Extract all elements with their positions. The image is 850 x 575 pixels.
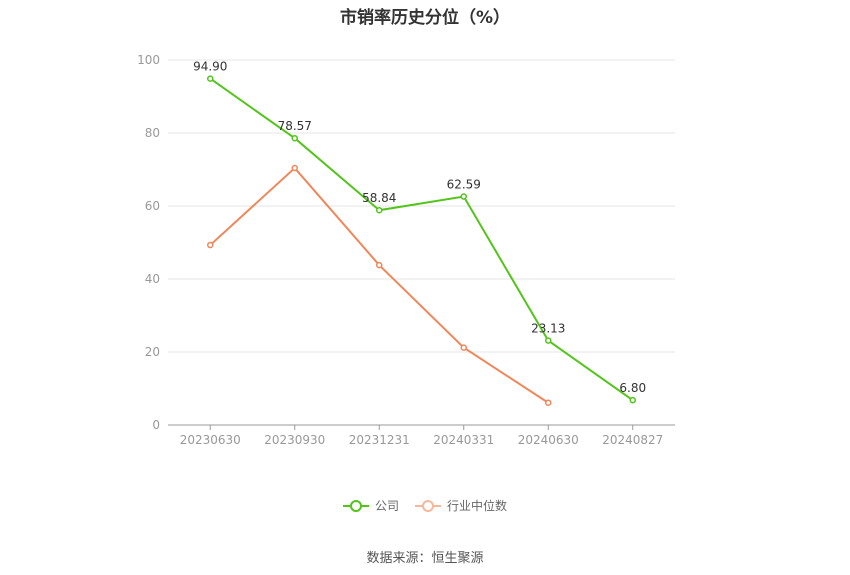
data-point-company[interactable] xyxy=(376,206,383,214)
data-label: 6.80 xyxy=(619,381,646,395)
data-point-industry-median[interactable] xyxy=(460,344,467,351)
data-label: 78.57 xyxy=(278,119,312,133)
grid-lines xyxy=(168,59,675,353)
data-point-company[interactable] xyxy=(545,337,552,344)
data-point-company[interactable] xyxy=(291,134,298,142)
data-point-industry-median[interactable] xyxy=(376,261,383,269)
legend: 公司 行业中位数 xyxy=(0,497,850,514)
data-point-industry-median[interactable] xyxy=(207,241,214,249)
data-label: 62.59 xyxy=(447,178,481,192)
data-point-industry-median[interactable] xyxy=(545,399,552,406)
data-source-note: 数据来源：恒生聚源 xyxy=(366,551,484,566)
legend-item-industry-median[interactable]: 行业中位数 xyxy=(415,497,507,514)
y-tick-label: 40 xyxy=(145,272,160,286)
y-tick-label: 100 xyxy=(137,53,160,67)
data-point-company[interactable] xyxy=(207,75,214,82)
x-tick-label: 20230630 xyxy=(180,433,241,447)
data-label: 58.84 xyxy=(362,191,396,205)
x-tick-label: 20231231 xyxy=(349,433,410,447)
x-tick-label: 20230930 xyxy=(264,433,325,447)
legend-label-industry-median: 行业中位数 xyxy=(447,499,508,513)
legend-industry-icon xyxy=(415,499,441,512)
chart-title: 市销率历史分位（%） xyxy=(339,8,511,28)
x-tick-label: 20240331 xyxy=(433,433,494,447)
data-label: 23.13 xyxy=(531,322,565,336)
x-tick-label: 20240827 xyxy=(602,433,663,447)
y-tick-label: 80 xyxy=(145,126,160,140)
legend-item-company[interactable]: 公司 xyxy=(342,497,399,514)
data-label: 94.90 xyxy=(193,60,227,74)
data-point-company[interactable] xyxy=(629,396,636,404)
y-tick-label: 60 xyxy=(145,199,160,213)
series-lines xyxy=(207,75,636,406)
legend-label-company: 公司 xyxy=(374,499,399,513)
data-point-company[interactable] xyxy=(460,193,467,200)
x-tick-label: 20240630 xyxy=(518,433,579,447)
data-labels: 94.90 78.57 58.84 62.59 23.13 6.80 xyxy=(193,60,646,396)
data-point-industry-median[interactable] xyxy=(291,164,298,172)
y-tick-label: 20 xyxy=(145,345,160,359)
axes: 0 20 40 60 80 100 20230630 20230930 20231231 2024… xyxy=(137,53,675,447)
legend-company-icon xyxy=(342,499,369,512)
series-line-company xyxy=(209,77,634,401)
y-tick-label: 0 xyxy=(152,418,160,432)
